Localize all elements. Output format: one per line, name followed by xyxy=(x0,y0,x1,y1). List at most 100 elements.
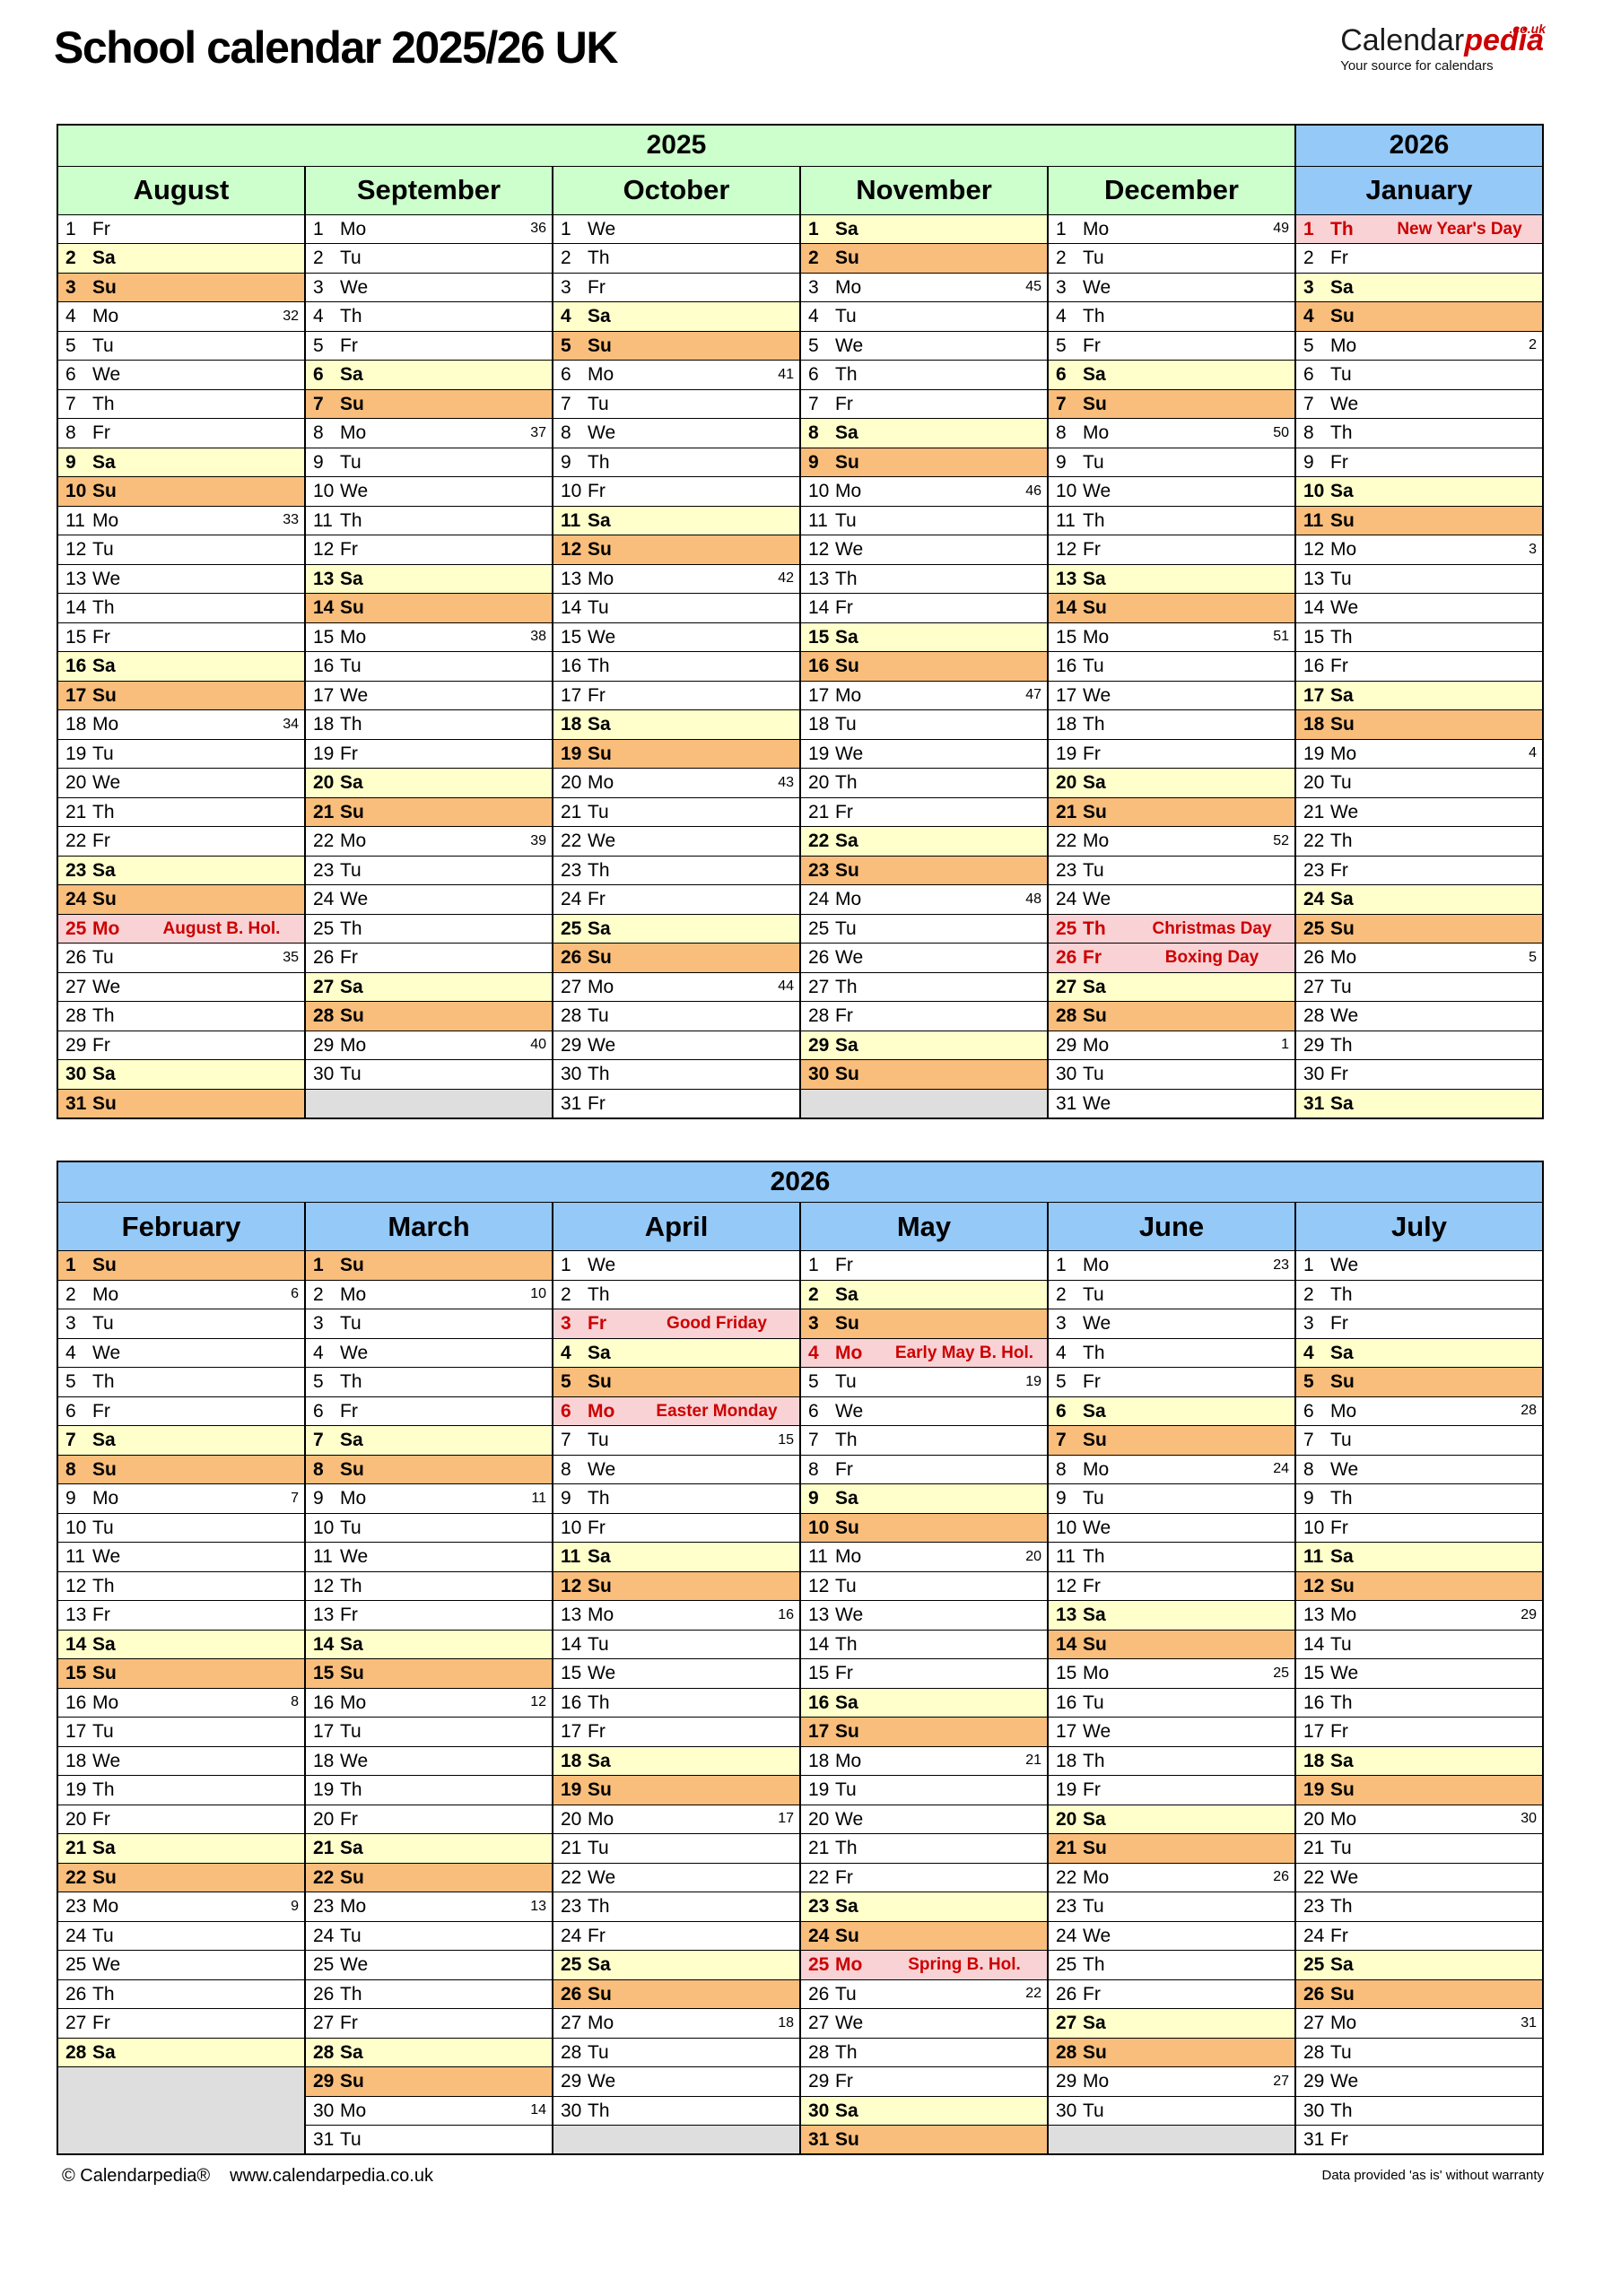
day-number: 17 xyxy=(1056,684,1077,706)
weekday-abbr: Th xyxy=(340,1371,362,1393)
day-cell: 18 Su xyxy=(1294,709,1544,740)
weekday-abbr: Th xyxy=(1083,918,1106,939)
weekday-abbr: Fr xyxy=(1330,248,1348,269)
weekday-abbr: Fr xyxy=(588,1517,606,1538)
week-number: 17 xyxy=(778,1811,794,1827)
day-cell: 28 Fr xyxy=(799,1001,1049,1031)
day-number: 7 xyxy=(561,393,571,414)
day-number: 6 xyxy=(808,364,819,386)
day-row: 22 Fr 22 Mo 39 22 We 22 Sa 22 Mo 52 22 Th xyxy=(57,826,1544,857)
weekday-abbr: Mo xyxy=(1330,539,1357,561)
weekday-abbr: Mo xyxy=(92,714,119,735)
day-cell: 25 Th xyxy=(1047,1950,1296,1980)
day-number: 24 xyxy=(65,889,87,910)
day-number: 4 xyxy=(1303,306,1314,327)
day-number: 22 xyxy=(808,831,830,852)
day-number: 8 xyxy=(65,422,76,444)
day-cell: 19 Fr xyxy=(304,738,553,769)
weekday-abbr: Su xyxy=(1083,1633,1107,1655)
week-number: 41 xyxy=(778,366,794,382)
weekday-abbr: Tu xyxy=(340,1721,362,1743)
day-cell: 17 We xyxy=(304,680,553,710)
day-cell: 29 Sa xyxy=(799,1030,1049,1060)
day-cell: 5 Su xyxy=(1294,1367,1544,1397)
day-cell: 12 Su xyxy=(1294,1570,1544,1601)
day-number: 30 xyxy=(561,1064,582,1085)
day-cell: 6 Th xyxy=(799,360,1049,390)
weekday-abbr: Mo xyxy=(1083,1034,1110,1056)
weekday-abbr: Fr xyxy=(92,831,110,852)
weekday-abbr: Th xyxy=(1083,1954,1105,1976)
day-number: 27 xyxy=(313,2013,335,2034)
day-cell: 9 Mo 11 xyxy=(304,1483,553,1514)
day-cell: 12 Fr xyxy=(1047,535,1296,565)
day-number: 28 xyxy=(65,2041,87,2063)
day-row: 27 Fr 27 Fr 27 Mo 18 27 We 27 Sa 27 Mo 31 xyxy=(57,2008,1544,2039)
weekday-abbr: We xyxy=(340,1546,369,1568)
day-cell: 22 Sa xyxy=(799,826,1049,857)
weekday-abbr: Mo xyxy=(835,481,862,502)
weekday-abbr: Su xyxy=(1083,393,1107,414)
weekday-abbr: Th xyxy=(1083,714,1105,735)
weekday-abbr: Fr xyxy=(1083,1779,1101,1801)
calendarpedia-logo[interactable]: Calendarpedia .co.uk Your source for cal… xyxy=(1340,22,1546,74)
day-cell: 2 Tu xyxy=(1047,1279,1296,1309)
day-cell: 13 Fr xyxy=(57,1600,306,1631)
weekday-abbr: Tu xyxy=(1330,364,1352,386)
week-number: 4 xyxy=(1529,745,1537,761)
holiday-label: New Year's Day xyxy=(1397,219,1522,239)
day-row: 25 We 25 We 25 Sa 25 Mo Spring B. Hol. 25 Th 25 Sa xyxy=(57,1950,1544,1980)
weekday-abbr: Sa xyxy=(1330,684,1354,706)
weekday-abbr: Su xyxy=(588,539,612,561)
day-number: 17 xyxy=(1056,1721,1077,1743)
weekday-abbr: Mo xyxy=(1083,2071,1110,2092)
day-number: 9 xyxy=(313,451,324,473)
day-cell: 25 Th Christmas Day xyxy=(1047,913,1296,944)
weekday-abbr: Th xyxy=(1330,1034,1353,1056)
day-cell: 18 Tu xyxy=(799,709,1049,740)
day-cell: 7 Su xyxy=(1047,388,1296,419)
weekday-abbr: Th xyxy=(92,1371,115,1393)
weekday-abbr: Tu xyxy=(92,539,114,561)
day-number: 14 xyxy=(1056,1633,1077,1655)
weekday-abbr: Mo xyxy=(588,2013,614,2034)
day-number: 7 xyxy=(1303,393,1314,414)
day-cell: 21 Th xyxy=(57,796,306,827)
day-cell: 9 Tu xyxy=(1047,1483,1296,1514)
day-cell: 18 We xyxy=(304,1745,553,1776)
day-cell: 20 Fr xyxy=(57,1804,306,1834)
holiday-label: Easter Monday xyxy=(656,1401,778,1421)
day-number: 2 xyxy=(313,248,324,269)
day-cell: 18 Th xyxy=(1047,709,1296,740)
day-cell: 19 Mo 4 xyxy=(1294,738,1544,769)
weekday-abbr: Su xyxy=(340,2071,364,2092)
day-number: 16 xyxy=(1056,656,1077,677)
weekday-abbr: Su xyxy=(340,1005,364,1027)
day-cell: 3 We xyxy=(304,272,553,302)
day-cell: 7 We xyxy=(1294,388,1544,419)
weekday-abbr: We xyxy=(1083,684,1111,706)
weekday-abbr: Mo xyxy=(1083,1255,1110,1276)
day-cell: 2 Th xyxy=(552,1279,801,1309)
day-number: 12 xyxy=(313,1575,335,1596)
day-cell: 22 Mo 39 xyxy=(304,826,553,857)
day-number: 11 xyxy=(561,1546,581,1568)
week-number: 12 xyxy=(530,1694,546,1710)
weekday-abbr: Mo xyxy=(340,831,367,852)
week-number: 50 xyxy=(1273,424,1289,440)
day-cell: 16 Tu xyxy=(1047,1687,1296,1718)
day-number: 23 xyxy=(808,1896,830,1918)
weekday-abbr: Tu xyxy=(1083,248,1104,269)
weekday-abbr: Sa xyxy=(340,1633,363,1655)
weekday-abbr: Mo xyxy=(835,276,862,298)
day-cell: 23 Mo 9 xyxy=(57,1892,306,1922)
day-row: 2 Sa 2 Tu 2 Th 2 Su 2 Tu 2 Fr xyxy=(57,243,1544,274)
day-number: 3 xyxy=(1303,1313,1314,1335)
weekday-abbr: Fr xyxy=(588,481,606,502)
day-cell: 24 Tu xyxy=(304,1920,553,1951)
weekday-abbr: We xyxy=(92,976,121,997)
week-number: 36 xyxy=(530,221,546,237)
weekday-abbr: Fr xyxy=(92,626,110,648)
footer-url[interactable]: www.calendarpedia.co.uk xyxy=(230,2166,433,2186)
day-number: 21 xyxy=(65,1838,87,1859)
